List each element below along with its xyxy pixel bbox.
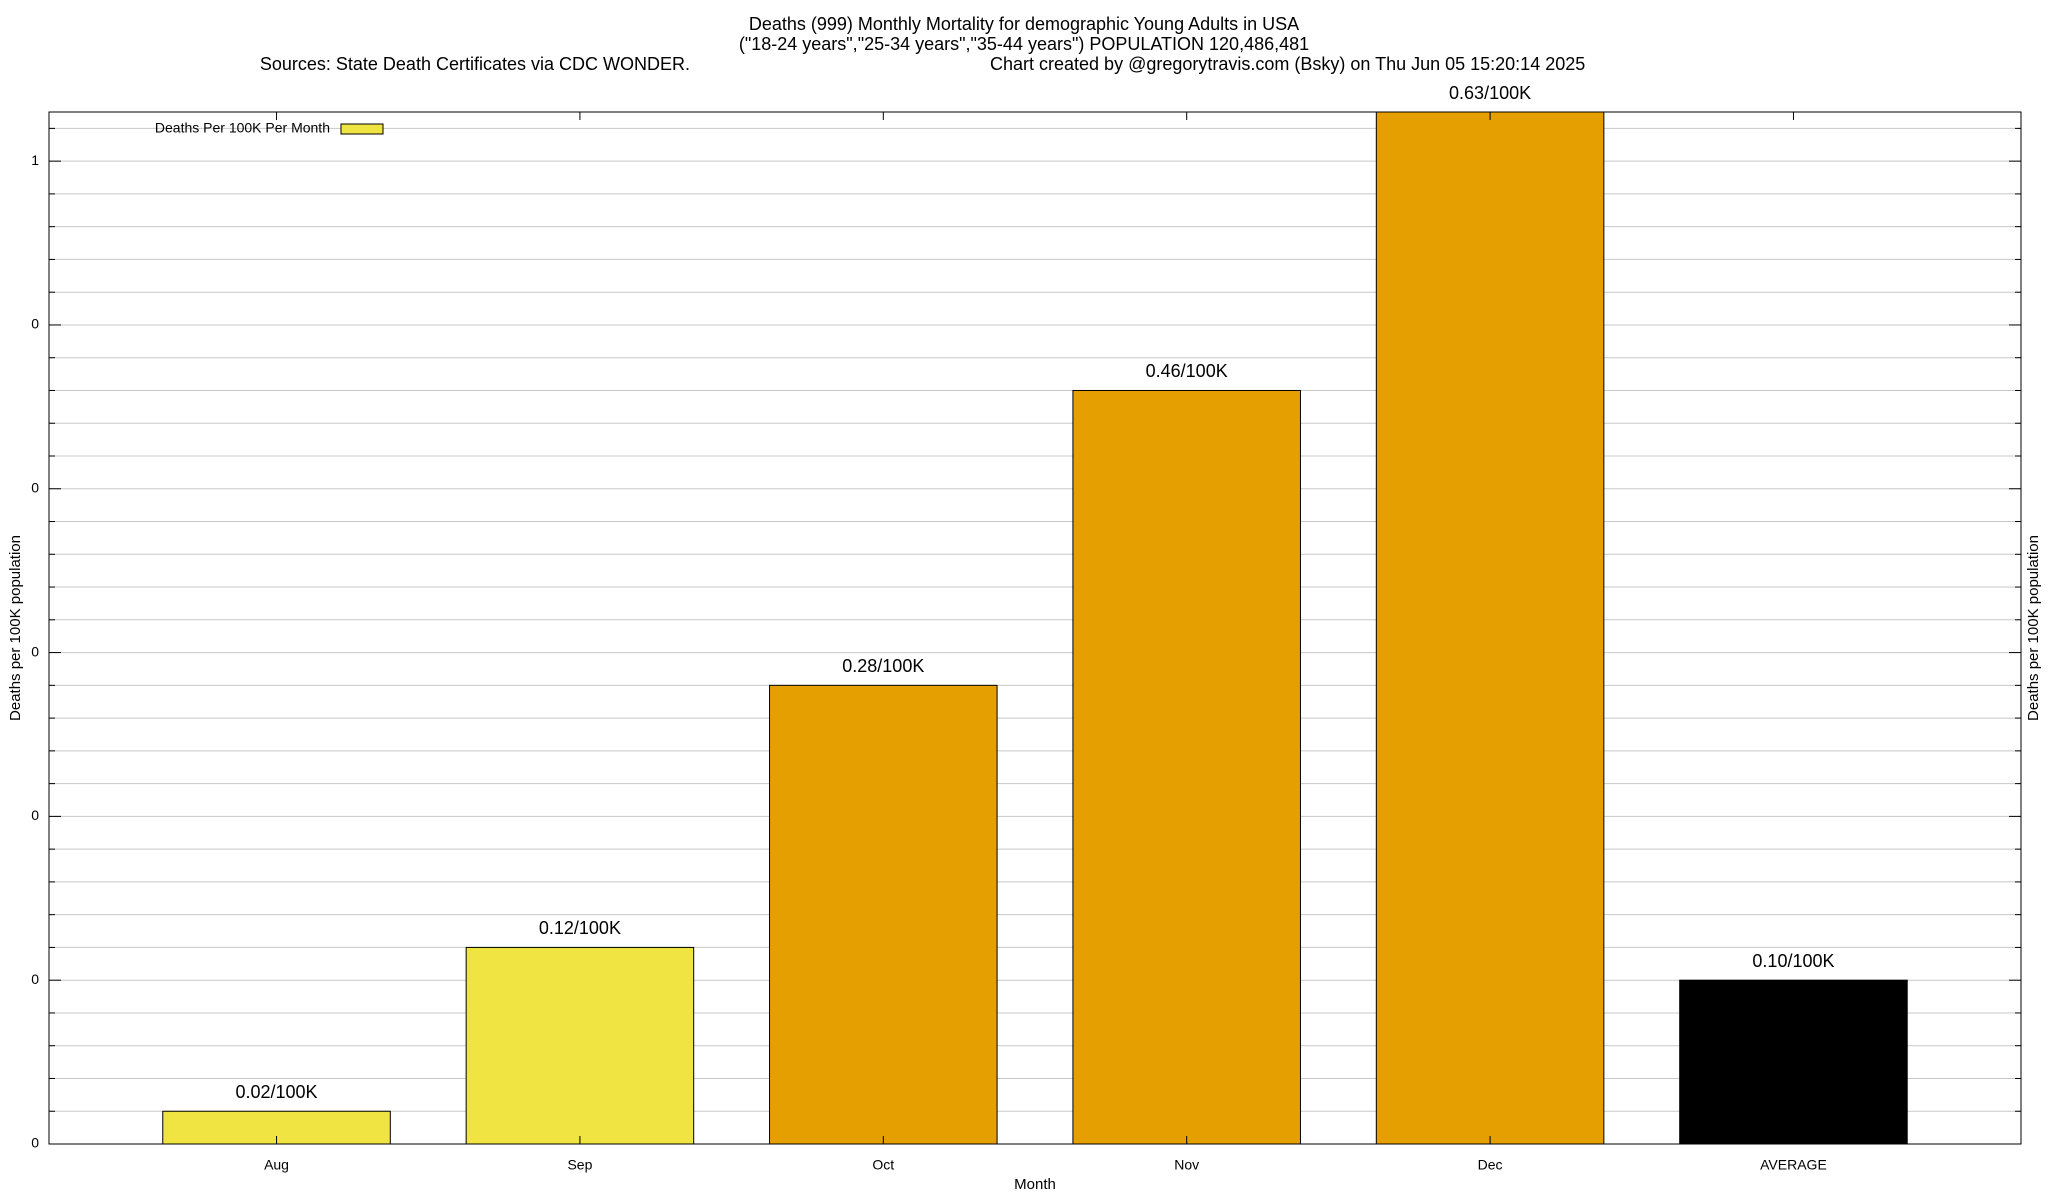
x-tick-label: Aug: [264, 1157, 289, 1173]
y-tick-label: 0: [31, 807, 39, 823]
data-label: 0.46/100K: [1146, 361, 1228, 381]
y-tick-label: 0: [31, 1135, 39, 1151]
data-label: 0.12/100K: [539, 918, 621, 938]
data-label: 0.63/100K: [1449, 83, 1531, 103]
y-axis-label: Deaths per 100K population: [7, 535, 24, 721]
x-tick-label: Sep: [567, 1157, 592, 1173]
bar: [1679, 979, 1908, 1145]
y2-axis-label: Deaths per 100K population: [2025, 535, 2042, 721]
legend-label: Deaths Per 100K Per Month: [155, 120, 330, 136]
y-tick-label: 0: [31, 643, 39, 659]
plot-frame: [48, 111, 2022, 1145]
x-axis-label: Month: [1014, 1176, 1056, 1193]
bar: [1375, 111, 1605, 1145]
y-tick-label: 0: [31, 971, 39, 987]
x-tick-label: Dec: [1478, 1157, 1503, 1173]
x-tick-label: Oct: [872, 1157, 894, 1173]
data-label: 0.28/100K: [842, 656, 924, 676]
x-tick-label: AVERAGE: [1760, 1157, 1827, 1173]
credit: Chart created by @gregorytravis.com (Bsk…: [990, 54, 1585, 74]
y-tick-label: 1: [31, 152, 39, 168]
y-tick-label: 0: [31, 479, 39, 495]
bar: [1072, 389, 1301, 1145]
bar: [769, 684, 998, 1145]
source: Sources: State Death Certificates via CD…: [260, 54, 690, 74]
data-label: 0.02/100K: [235, 1082, 317, 1102]
legend-swatch: [340, 123, 384, 135]
chart-subtitle: ("18-24 years","25-34 years","35-44 year…: [739, 34, 1309, 54]
bar: [465, 946, 695, 1145]
data-label: 0.10/100K: [1752, 951, 1834, 971]
chart-title: Deaths (999) Monthly Mortality for demog…: [749, 14, 1299, 34]
y-tick-label: 0: [31, 316, 39, 332]
x-tick-label: Nov: [1174, 1157, 1199, 1173]
